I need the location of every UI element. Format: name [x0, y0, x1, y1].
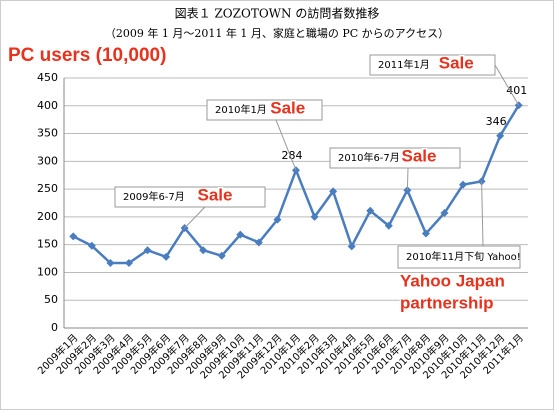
data-point — [143, 246, 152, 255]
data-point — [106, 259, 115, 267]
data-point — [421, 229, 430, 238]
annotation-text: 2010年6-7月 — [338, 151, 400, 164]
y-tick-label: 300 — [37, 154, 58, 167]
data-point — [254, 238, 263, 247]
annotation-highlight: Sale — [198, 185, 233, 204]
y-axis-label: PC users (10,000) — [8, 45, 166, 66]
annotation-arrow — [275, 119, 297, 171]
data-point — [69, 232, 78, 241]
annotation-arrow — [481, 181, 484, 247]
annotation-highlight: Sale — [270, 98, 305, 117]
y-tick-label: 150 — [37, 238, 58, 251]
data-point — [459, 180, 468, 189]
annotation-box — [329, 147, 461, 169]
annotation-box — [114, 186, 266, 208]
y-tick-label: 350 — [37, 127, 58, 140]
y-tick-label: 250 — [37, 182, 58, 195]
annotation: 2011年1月 Sale — [369, 52, 520, 106]
annotation-highlight: Sale — [402, 146, 437, 165]
annotation-text: 2009年6-7月 — [123, 190, 185, 203]
data-point — [310, 212, 319, 221]
y-tick-label: 0 — [51, 321, 58, 334]
y-tick-label: 200 — [37, 210, 58, 223]
annotation-box — [397, 245, 521, 269]
data-point — [273, 215, 282, 224]
data-label: 346 — [486, 115, 507, 128]
y-tick-label: 400 — [37, 99, 58, 112]
annotation-arrow — [184, 206, 206, 229]
data-point — [384, 221, 393, 230]
data-point — [162, 252, 171, 261]
data-point — [236, 230, 245, 239]
annotation-text: 2010年1月 — [215, 103, 267, 116]
annotation-highlight: Sale — [439, 53, 474, 72]
data-label: 401 — [506, 84, 527, 97]
data-point — [329, 187, 338, 196]
annotation-box — [369, 54, 496, 76]
y-tick-label: 50 — [44, 293, 58, 306]
data-point — [199, 246, 208, 255]
y-tick-label: 450 — [37, 71, 58, 84]
data-point — [87, 241, 96, 250]
data-point — [347, 242, 356, 251]
annotation-highlight: Yahoo Japan — [400, 271, 505, 290]
data-point — [217, 251, 226, 260]
annotation-arrow — [406, 167, 409, 191]
data-label: 284 — [282, 149, 303, 162]
data-point — [124, 259, 133, 267]
annotation: 2010年6-7月 Sale — [329, 145, 461, 191]
data-point — [366, 206, 375, 215]
annotation-text: 2011年1月 — [378, 58, 430, 71]
annotation: 2010年1月 Sale — [206, 97, 323, 171]
data-point — [496, 131, 505, 140]
y-tick-label: 100 — [37, 265, 58, 278]
annotation-arrow — [494, 64, 520, 106]
annotation: 2010年11月下旬 Yahoo! Yahoo Japan partnership — [397, 181, 521, 314]
data-point — [440, 209, 449, 217]
annotation-box — [206, 99, 323, 121]
annotation: 2009年6-7月 Sale — [114, 184, 266, 229]
annotation-text: 2010年11月下旬 Yahoo! — [406, 250, 521, 263]
annotation-highlight: partnership — [400, 293, 494, 312]
chart-title: 図表１ ZOZOTOWN の訪問者数推移 — [175, 6, 380, 21]
chart-subtitle: （2009 年 1 月〜2011 年 1 月、家庭と職場の PC からのアクセス… — [105, 26, 449, 40]
